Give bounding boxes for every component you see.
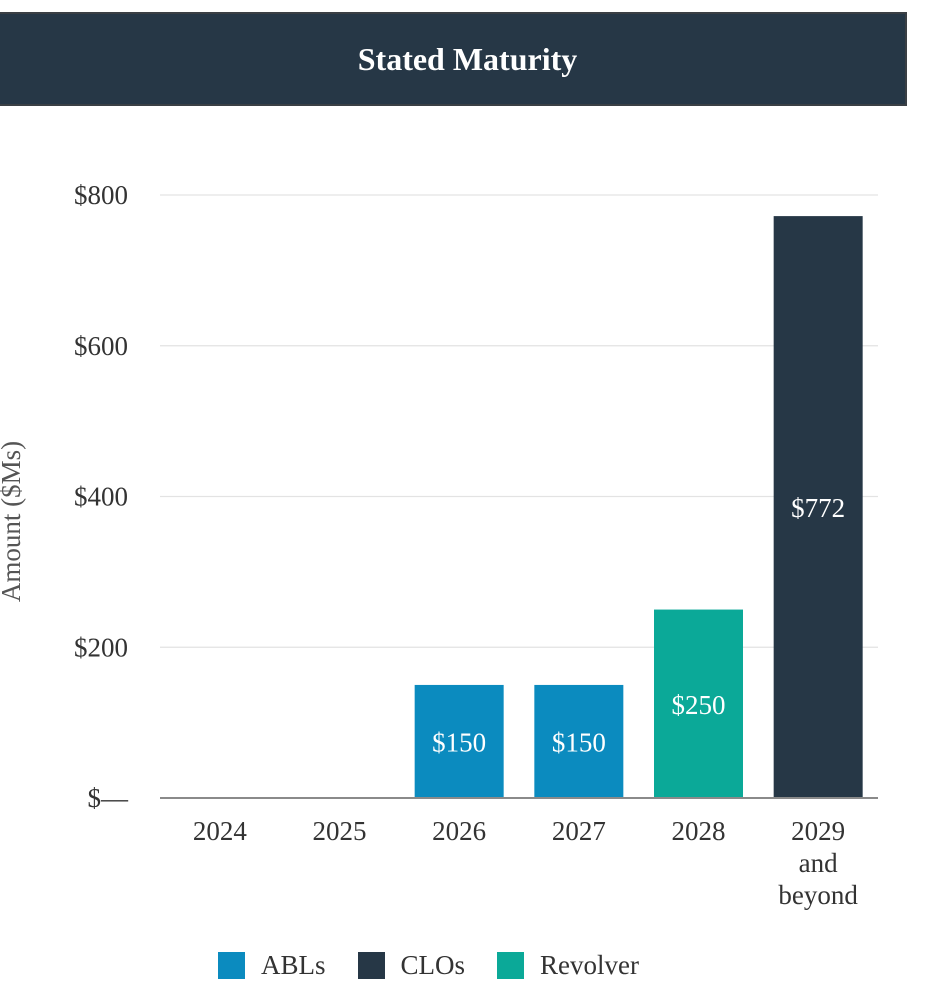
- x-tick-label: 2026: [432, 816, 486, 846]
- x-tick-label: 2027: [552, 816, 606, 846]
- legend-label-clos: CLOs: [400, 950, 466, 980]
- bar-abls: [414, 684, 504, 798]
- y-axis-title: Amount ($Ms): [0, 441, 26, 602]
- data-label: $250: [672, 690, 726, 720]
- x-tick-label: 2029: [791, 816, 845, 846]
- legend: ABLs CLOs Revolver: [218, 950, 671, 981]
- x-tick-label: 2025: [313, 816, 367, 846]
- bar-abls: [534, 684, 624, 798]
- legend-item-clos: CLOs: [357, 950, 466, 981]
- legend-swatch-revolver: [497, 952, 525, 979]
- y-tick-label: $200: [74, 632, 128, 662]
- legend-item-revolver: Revolver: [497, 950, 639, 981]
- data-label: $150: [552, 727, 606, 757]
- legend-swatch-clos: [357, 952, 385, 979]
- data-label: $772: [791, 493, 845, 523]
- x-tick-label: 2024: [193, 816, 248, 846]
- chart-title-bar: Stated Maturity: [0, 12, 907, 106]
- bar-clos: [773, 216, 863, 799]
- legend-label-revolver: Revolver: [540, 950, 640, 980]
- chart-title: Stated Maturity: [357, 40, 578, 77]
- y-tick-label: $600: [74, 331, 128, 361]
- x-tick-label: beyond: [778, 880, 858, 910]
- x-tick-label: and: [799, 848, 838, 878]
- legend-item-abls: ABLs: [218, 950, 326, 981]
- bar-revolver: [654, 609, 743, 798]
- legend-swatch-abls: [218, 952, 245, 979]
- legend-label-abls: ABLs: [261, 950, 326, 980]
- x-tick-label: 2028: [672, 816, 726, 846]
- y-tick-label: $800: [74, 180, 128, 210]
- y-tick-label: $—: [88, 783, 130, 813]
- y-tick-label: $400: [74, 482, 128, 512]
- data-label: $150: [432, 727, 486, 757]
